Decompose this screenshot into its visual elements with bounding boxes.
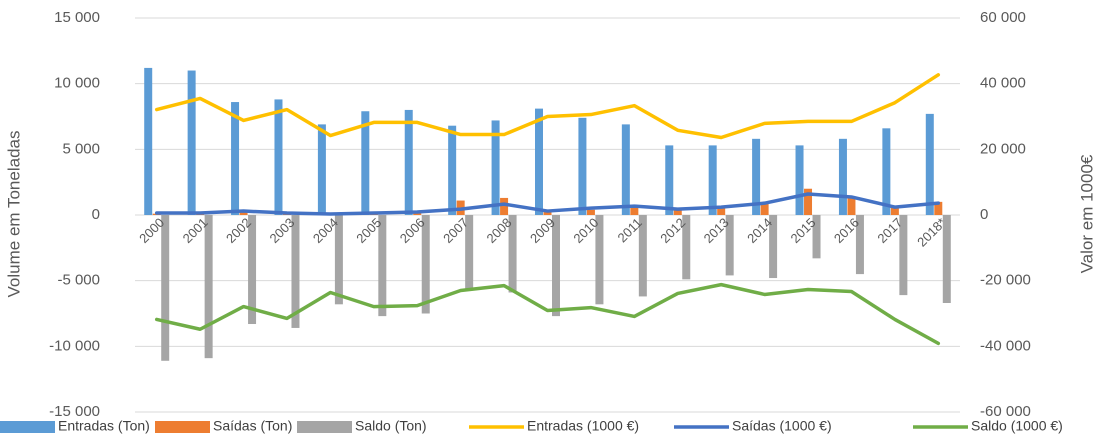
bar [586,209,595,215]
bar [682,215,691,280]
line [154,282,941,346]
bar [621,124,630,215]
bar [760,201,769,215]
y2-tick-label: 60 000 [980,9,1026,26]
bar [404,109,413,215]
bar [187,70,196,216]
bar [812,215,821,259]
bar [274,99,283,215]
bar [855,215,864,275]
line [154,73,941,140]
y2-tick-label: 0 [980,206,988,223]
y-axis-title: Volume em Toneladas [4,131,23,298]
legend-swatch [297,421,352,433]
bar [847,197,856,215]
bar [725,215,734,276]
bar [378,215,387,317]
bar [508,215,517,293]
bar [317,124,326,215]
bar [638,215,647,297]
bar [448,125,457,215]
bar [769,215,778,279]
y-tick-label: 10 000 [54,75,100,92]
bar [942,215,951,303]
legend-label: Entradas (1000 €) [527,418,639,434]
y-tick-label: 0 [92,206,100,223]
bar [500,197,509,215]
legend-label: Saídas (Ton) [213,418,292,434]
bar [752,138,761,215]
legend-label: Saídas (1000 €) [732,418,832,434]
legend-label: Entradas (Ton) [58,418,150,434]
bar [231,102,240,215]
y-tick-label: 5 000 [62,140,100,157]
y2-tick-label: 20 000 [980,140,1026,157]
legend-label: Saldo (Ton) [355,418,427,434]
bar [204,215,213,359]
bar [630,205,639,215]
bar [890,205,899,215]
legend-swatch [0,421,55,433]
bar [248,215,257,325]
bar [144,67,153,215]
y-tick-label: -10 000 [49,337,100,354]
bar [795,145,804,215]
bar [491,120,500,215]
bar [161,215,170,361]
bar [665,145,674,215]
bar [804,188,813,215]
bar [291,215,300,328]
bar [673,209,682,215]
y2-tick-label: -40 000 [980,337,1031,354]
bar [899,215,908,296]
bar [708,145,717,215]
legend-label: Saldo (1000 €) [971,418,1063,434]
bar [535,108,543,215]
legend-swatch [155,421,210,433]
bar [552,215,560,317]
bar [239,211,248,215]
y2-axis-title: Valor em 1000€ [1077,154,1096,273]
y2-tick-label: 40 000 [980,75,1026,92]
bar [934,201,943,215]
bar [361,111,370,215]
line [154,192,941,216]
y-tick-label: -5 000 [57,272,100,289]
bar [925,113,934,215]
bar [421,215,430,314]
bar [595,215,604,305]
bar [334,215,343,305]
y-tick-label: -15 000 [49,403,100,420]
bar [578,117,587,215]
y2-tick-label: -20 000 [980,272,1031,289]
bar [717,205,726,215]
bar [882,128,891,215]
bar [465,215,474,290]
y2-tick-label: -60 000 [980,403,1031,420]
bar [838,138,847,215]
y-tick-label: 15 000 [54,9,100,26]
